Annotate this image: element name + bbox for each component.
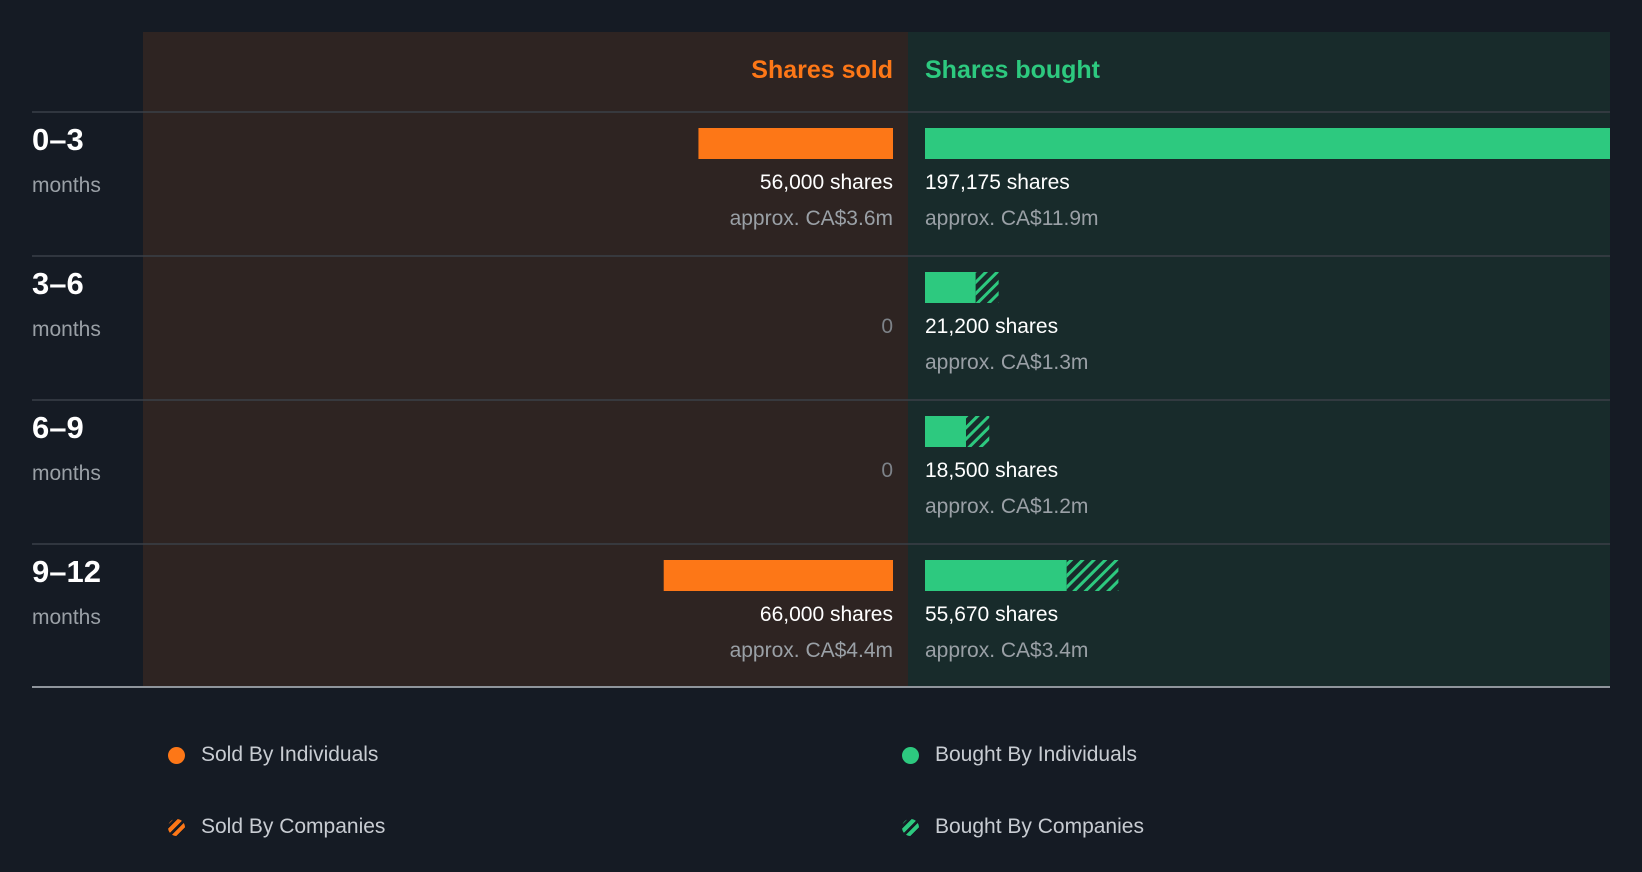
legend-sold-individuals: Sold By Individuals [168, 740, 378, 770]
row-0-sold-individuals-bar [698, 128, 893, 159]
row-0-bought-individuals-bar [925, 128, 1610, 159]
row-3-bought-value-label: approx. CA$3.4m [925, 639, 1088, 662]
row-1-bought-shares-label: 21,200 shares [925, 315, 1058, 338]
sold-individuals-swatch-icon [168, 746, 185, 764]
chart-legend: Sold By Individuals Bought By Individual… [0, 700, 1642, 872]
row-2-bought-companies-bar [965, 416, 990, 447]
row-1-period-label: 3–6 [32, 266, 84, 301]
row-2-period-label: 6–9 [32, 410, 84, 445]
row-3-sold-value-label: approx. CA$4.4m [730, 639, 893, 662]
row-1-bought-individuals-bar [925, 272, 976, 303]
sold-header: Shares sold [751, 56, 893, 84]
legend-label: Sold By Individuals [201, 743, 379, 766]
row-3-bought-shares-label: 55,670 shares [925, 603, 1058, 626]
sold-companies-swatch-icon [168, 818, 185, 836]
row-3-bought-individuals-bar [925, 560, 1067, 591]
row-1-unit-label: months [32, 318, 101, 341]
legend-bought-individuals: Bought By Individuals [902, 740, 1137, 770]
bought-individuals-swatch-icon [902, 746, 919, 764]
chart-rows: 0–3 months 56,000 shares approx. CA$3.6m 197… [32, 111, 1610, 662]
row-0-unit-label: months [32, 174, 101, 197]
row-2-bought-individuals-bar [925, 416, 966, 447]
row-0-sold-shares-label: 56,000 shares [760, 171, 893, 194]
legend-label: Sold By Companies [201, 815, 386, 838]
legend-bought-companies: Bought By Companies [902, 812, 1144, 842]
row-3-period-label: 9–12 [32, 554, 101, 589]
row-2-unit-label: months [32, 462, 101, 485]
legend-label: Bought By Individuals [935, 743, 1137, 766]
row-3-bought-companies-bar [1066, 560, 1119, 591]
row-1-sold-zero-label: 0 [881, 315, 893, 338]
row-3-unit-label: months [32, 606, 101, 629]
row-3-sold-individuals-bar [663, 560, 893, 591]
row-0-sold-value-label: approx. CA$3.6m [730, 207, 893, 230]
row-3-sold-shares-label: 66,000 shares [760, 603, 893, 626]
bought-companies-swatch-icon [902, 818, 919, 836]
legend-label: Bought By Companies [935, 815, 1144, 838]
row-2-bought-shares-label: 18,500 shares [925, 459, 1058, 482]
row-1-bought-value-label: approx. CA$1.3m [925, 351, 1088, 374]
legend-sold-companies: Sold By Companies [168, 812, 385, 842]
row-2-sold-zero-label: 0 [881, 459, 893, 482]
row-2-bought-value-label: approx. CA$1.2m [925, 495, 1088, 518]
row-0-bought-shares-label: 197,175 shares [925, 171, 1070, 194]
row-1-bought-companies-bar [975, 272, 999, 303]
row-0-bought-value-label: approx. CA$11.9m [925, 207, 1099, 230]
row-0-period-label: 0–3 [32, 122, 84, 157]
bought-header: Shares bought [925, 56, 1101, 84]
